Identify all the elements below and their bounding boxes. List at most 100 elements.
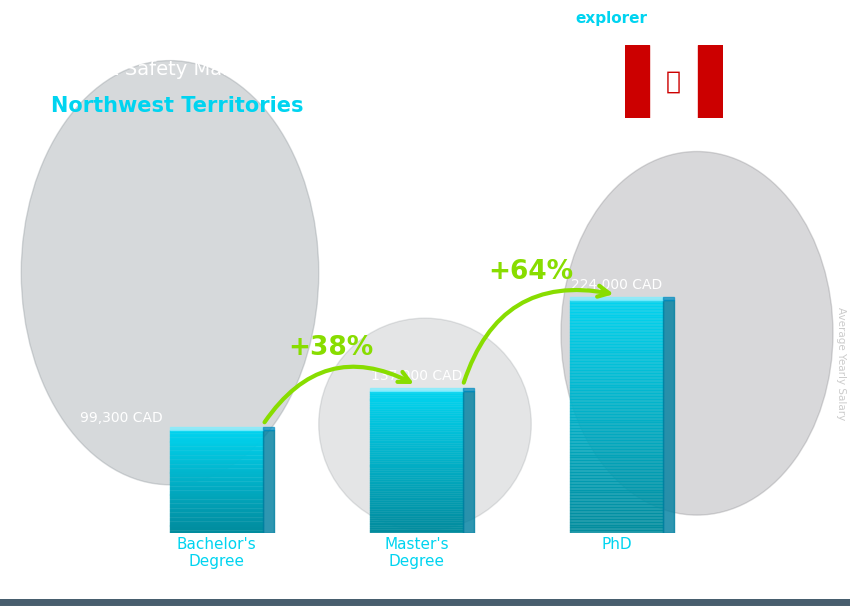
Bar [0, 601, 850, 604]
Bar [170, 462, 263, 464]
Bar [0, 602, 850, 605]
Bar [0, 601, 850, 604]
Bar [0, 602, 850, 606]
Bar [0, 600, 850, 603]
Text: Patient Safety Manager: Patient Safety Manager [51, 60, 279, 79]
Bar [0, 601, 850, 604]
Bar [170, 497, 263, 498]
Bar [370, 476, 463, 478]
Bar [370, 433, 463, 435]
Bar [0, 602, 850, 605]
Bar [0, 601, 850, 604]
Bar [570, 324, 663, 326]
Bar [0, 601, 850, 604]
Bar [570, 347, 663, 350]
Text: .com: .com [645, 11, 686, 25]
Bar [0, 602, 850, 605]
Bar [0, 601, 850, 604]
Bar [370, 410, 463, 412]
Bar [0, 602, 850, 605]
Text: Master's
Degree: Master's Degree [384, 537, 449, 569]
Bar [570, 484, 663, 487]
Bar [570, 481, 663, 484]
Bar [0, 603, 850, 606]
Bar [0, 602, 850, 605]
Text: salary: salary [523, 11, 575, 25]
Bar [370, 464, 463, 465]
Bar [170, 456, 263, 457]
Bar [0, 601, 850, 604]
Bar [0, 603, 850, 606]
Bar [370, 503, 463, 505]
Bar [0, 603, 850, 606]
Bar [370, 522, 463, 524]
Bar [0, 602, 850, 605]
Bar [0, 601, 850, 604]
Bar [570, 501, 663, 504]
Bar [170, 511, 263, 513]
Bar [0, 602, 850, 605]
Bar [170, 449, 263, 450]
Bar [570, 361, 663, 364]
Bar [370, 492, 463, 494]
Bar [0, 601, 850, 604]
Bar [170, 430, 263, 431]
Bar [170, 519, 263, 521]
Bar [0, 601, 850, 604]
Bar [0, 602, 850, 605]
Bar [0, 602, 850, 605]
Bar [0, 601, 850, 604]
Bar [570, 525, 663, 527]
Bar [370, 391, 463, 393]
Text: 99,300 CAD: 99,300 CAD [80, 410, 163, 425]
Bar [370, 473, 463, 474]
Bar [0, 601, 850, 604]
Bar [0, 602, 850, 605]
Bar [0, 602, 850, 605]
Bar [370, 465, 463, 467]
Bar [370, 414, 463, 416]
Bar [370, 474, 463, 476]
Bar [370, 407, 463, 408]
Bar [0, 601, 850, 604]
Bar [170, 443, 263, 444]
Bar [0, 601, 850, 604]
Bar [570, 513, 663, 516]
Bar [170, 531, 263, 532]
Bar [170, 442, 263, 443]
Bar [570, 516, 663, 519]
Text: 224,000 CAD: 224,000 CAD [571, 278, 662, 292]
Bar [0, 601, 850, 604]
Bar [170, 518, 263, 519]
Bar [570, 437, 663, 440]
Bar [170, 528, 263, 530]
Bar [570, 364, 663, 367]
Bar [570, 434, 663, 437]
Bar [0, 601, 850, 604]
Bar [0, 601, 850, 604]
Bar [0, 602, 850, 605]
Bar [570, 527, 663, 530]
Bar [0, 602, 850, 605]
Bar [0, 602, 850, 605]
Bar [0, 600, 850, 603]
Bar [570, 326, 663, 329]
Text: +64%: +64% [488, 259, 573, 285]
Bar [0, 601, 850, 604]
Bar [570, 408, 663, 411]
Bar [170, 527, 263, 528]
Bar [570, 478, 663, 481]
Bar [0, 602, 850, 605]
Bar [0, 601, 850, 604]
Bar [370, 437, 463, 439]
Bar [0, 600, 850, 603]
Bar [370, 448, 463, 450]
Bar [0, 600, 850, 603]
Bar [0, 601, 850, 604]
Bar [0, 600, 850, 603]
Bar [0, 601, 850, 604]
Bar [370, 398, 463, 399]
Bar [0, 602, 850, 605]
Bar [0, 601, 850, 604]
Bar [0, 601, 850, 604]
